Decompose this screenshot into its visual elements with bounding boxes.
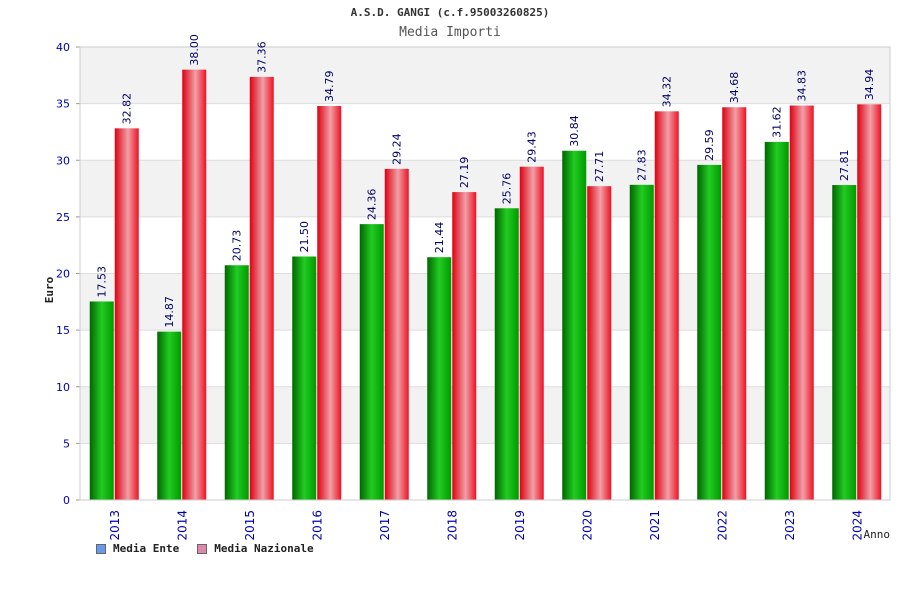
value-label-media-ente-2017: 24.36 (366, 189, 379, 221)
value-label-media-ente-2022: 29.59 (703, 129, 716, 161)
y-tick-label: 30 (56, 154, 70, 167)
bar-media-nazionale-2022 (722, 107, 747, 501)
legend-swatch-media-nazionale (197, 543, 208, 554)
bar-media-nazionale-2024 (857, 104, 882, 500)
x-tick-label-2024: 2024 (850, 510, 864, 541)
chart-title: A.S.D. GANGI (c.f.95003260825) (350, 6, 550, 19)
chart-legend: Media Ente Media Nazionale (96, 542, 314, 555)
bar-media-ente-2017 (359, 224, 384, 501)
x-tick-label-2013: 2013 (108, 510, 122, 541)
y-tick-label: 25 (56, 211, 70, 224)
value-label-media-ente-2020: 30.84 (568, 115, 581, 147)
y-tick-label: 10 (56, 381, 70, 394)
x-tick-label-2022: 2022 (715, 510, 729, 541)
value-label-media-ente-2016: 21.50 (298, 221, 311, 253)
x-tick-label-2023: 2023 (783, 510, 797, 541)
y-axis-title: Euro (43, 276, 56, 303)
value-label-media-nazionale-2023: 34.83 (796, 70, 809, 102)
x-tick-label-2018: 2018 (445, 510, 459, 541)
value-label-media-ente-2023: 31.62 (771, 106, 784, 138)
bar-media-nazionale-2013 (114, 128, 139, 500)
x-tick-label-2015: 2015 (243, 510, 257, 541)
x-tick-label-2020: 2020 (580, 510, 594, 541)
value-label-media-nazionale-2016: 34.79 (323, 71, 336, 103)
y-tick-label: 5 (63, 437, 70, 450)
x-tick-label-2019: 2019 (513, 510, 527, 541)
value-label-media-nazionale-2020: 27.71 (593, 151, 606, 183)
bar-media-ente-2022 (697, 164, 722, 500)
value-label-media-ente-2018: 21.44 (433, 222, 446, 254)
value-label-media-nazionale-2015: 37.36 (256, 41, 269, 73)
bar-media-nazionale-2015 (249, 76, 274, 500)
value-label-media-nazionale-2014: 38.00 (188, 34, 201, 66)
legend-item-media-nazionale: Media Nazionale (197, 542, 314, 555)
x-tick-label-2014: 2014 (175, 510, 189, 541)
value-label-media-ente-2015: 20.73 (231, 230, 244, 262)
value-label-media-nazionale-2018: 27.19 (458, 157, 471, 189)
legend-label-media-ente: Media Ente (113, 542, 180, 555)
legend-item-media-ente: Media Ente (96, 542, 179, 555)
value-label-media-nazionale-2013: 32.82 (121, 93, 134, 125)
value-label-media-ente-2021: 27.83 (636, 149, 649, 181)
x-tick-label-2016: 2016 (310, 510, 324, 541)
grid-band (80, 47, 890, 104)
y-tick-label: 15 (56, 324, 70, 337)
bar-media-nazionale-2019 (519, 166, 544, 500)
value-label-media-nazionale-2017: 29.24 (391, 133, 404, 165)
value-label-media-ente-2013: 17.53 (96, 266, 109, 298)
legend-label-media-nazionale: Media Nazionale (214, 542, 314, 555)
grid-band (80, 160, 890, 217)
value-label-media-nazionale-2022: 34.68 (728, 72, 741, 104)
value-label-media-nazionale-2021: 34.32 (661, 76, 674, 108)
y-tick-label: 0 (63, 494, 70, 507)
bar-media-nazionale-2014 (182, 69, 207, 501)
y-tick-label: 35 (56, 98, 70, 111)
bar-media-ente-2018 (427, 257, 452, 500)
bar-media-ente-2015 (224, 265, 249, 500)
bar-media-ente-2019 (494, 208, 519, 500)
plot-frame (79, 46, 891, 501)
bar-media-ente-2016 (292, 256, 317, 500)
chart-subtitle: Media Importi (399, 25, 501, 40)
bar-media-nazionale-2021 (654, 111, 679, 501)
bar-media-nazionale-2016 (317, 106, 342, 501)
grid-band (80, 273, 890, 331)
y-tick-label: 20 (56, 268, 70, 281)
bar-media-ente-2024 (832, 185, 857, 500)
value-label-media-ente-2019: 25.76 (501, 173, 514, 205)
x-tick-label-2017: 2017 (378, 510, 392, 541)
bar-media-nazionale-2023 (789, 105, 814, 501)
value-label-media-ente-2024: 27.81 (838, 150, 851, 182)
value-label-media-ente-2014: 14.87 (163, 296, 176, 328)
bar-media-ente-2014 (157, 331, 182, 500)
bar-media-nazionale-2020 (587, 186, 612, 500)
bar-media-ente-2023 (764, 141, 789, 500)
bar-media-nazionale-2017 (384, 168, 409, 500)
bar-media-ente-2021 (629, 184, 654, 500)
legend-swatch-media-ente (96, 543, 106, 554)
value-label-media-nazionale-2019: 29.43 (526, 131, 539, 163)
grid-band (80, 386, 890, 444)
bar-media-ente-2013 (89, 301, 114, 500)
x-tick-label-2021: 2021 (648, 510, 662, 541)
value-label-media-nazionale-2024: 34.94 (863, 69, 876, 101)
bar-media-nazionale-2018 (452, 192, 477, 501)
x-axis-title: Anno (864, 528, 891, 541)
y-tick-label: 40 (56, 41, 70, 54)
bar-media-ente-2020 (562, 150, 587, 500)
